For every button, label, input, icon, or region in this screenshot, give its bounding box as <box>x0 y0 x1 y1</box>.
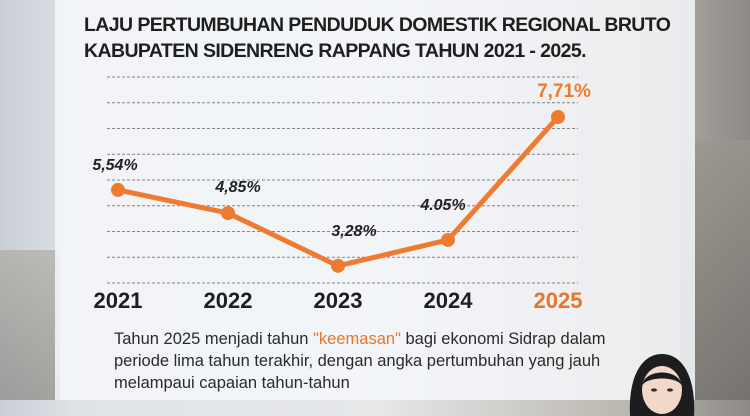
data-label: 4,85% <box>214 179 260 196</box>
description-part: bagi ekonomi Sidrap dalam periode lima t… <box>114 330 606 392</box>
background-photo-left <box>0 250 60 400</box>
description-highlight: "keemasan" <box>313 330 401 348</box>
data-label: 7,71% <box>537 81 591 102</box>
presenter-photo <box>629 354 695 416</box>
chart-title: LAJU PERTUMBUHAN PENDUDUK DOMESTIK REGIO… <box>84 12 704 64</box>
series-line <box>117 115 560 269</box>
title-line-2: KABUPATEN SIDENRENG RAPPANG TAHUN 2021 -… <box>84 40 586 62</box>
data-point <box>221 206 235 221</box>
description-part: Tahun 2025 menjadi tahun <box>114 330 314 348</box>
x-tick-label: 2024 <box>424 288 474 313</box>
data-point <box>441 232 455 247</box>
x-tick-label: 2021 <box>94 288 143 313</box>
description-text: Tahun 2025 menjadi tahun "keemasan" bagi… <box>114 328 634 394</box>
data-point <box>551 109 565 124</box>
line-chart: 5,54% 4,85% 3,28% 4.05% 7,71% 2021 2022 2023 20… <box>92 76 591 313</box>
x-tick-label: 2023 <box>314 288 363 313</box>
data-point <box>111 182 125 197</box>
data-label: 3,28% <box>331 223 376 240</box>
title-line-1: LAJU PERTUMBUHAN PENDUDUK DOMESTIK REGIO… <box>84 14 671 36</box>
data-label: 5,54% <box>92 157 137 174</box>
x-tick-label: 2022 <box>204 288 253 313</box>
data-label: 4.05% <box>419 197 465 214</box>
x-tick-label: 2025 <box>534 288 583 313</box>
data-point <box>331 258 345 273</box>
